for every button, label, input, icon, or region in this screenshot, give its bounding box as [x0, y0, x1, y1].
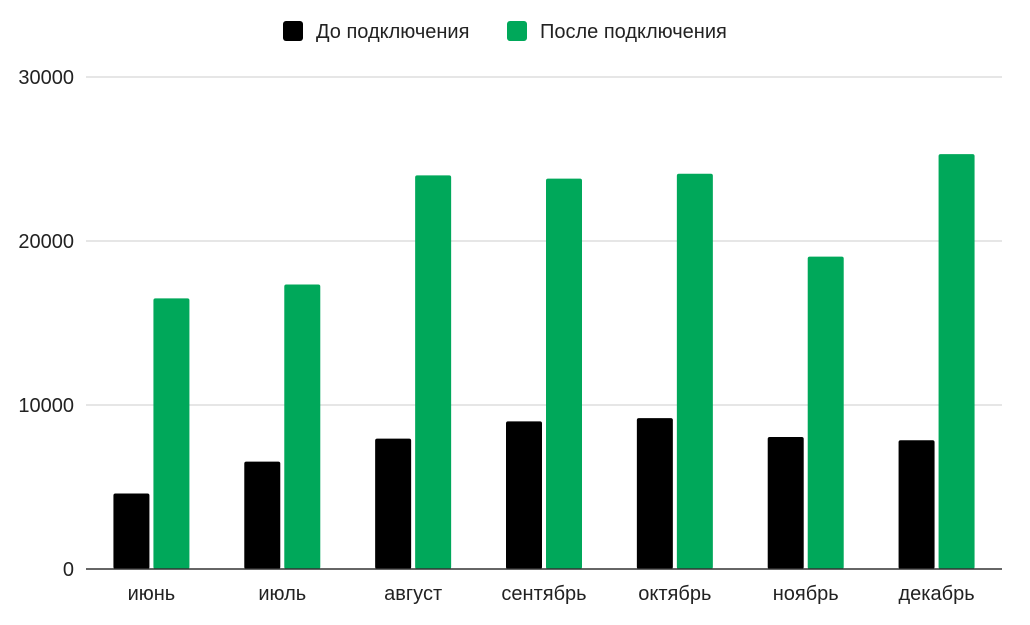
x-tick-label: июль [258, 583, 306, 605]
x-axis-ticks: июнь июль август сентябрь октябрь ноябрь декаб… [128, 583, 975, 605]
y-tick-label: 0 [63, 559, 74, 581]
bar-after [153, 298, 190, 569]
x-tick-label: август [384, 583, 442, 605]
gridlines [86, 76, 1002, 406]
bar-before [636, 418, 673, 569]
legend-swatch [507, 21, 527, 41]
x-tick-label: ноябрь [773, 583, 839, 605]
bar-after [938, 154, 975, 569]
bar-before [767, 436, 804, 569]
x-tick-label: декабрь [899, 583, 975, 605]
x-tick-label: июнь [128, 583, 176, 605]
bar-before [244, 461, 281, 569]
bar-after [284, 284, 321, 569]
x-tick-label: октябрь [638, 583, 711, 605]
bar-after [546, 178, 582, 569]
legend-label: До подключения [316, 21, 469, 43]
bar-before [898, 440, 935, 569]
bars [113, 154, 975, 569]
legend: До подключения После подключения [283, 21, 727, 43]
bar-after [676, 173, 713, 569]
legend-swatch [283, 21, 303, 41]
y-tick-label: 10000 [18, 395, 74, 417]
y-axis-ticks: 0 10000 20000 30000 [18, 67, 74, 581]
bar-before [506, 421, 542, 569]
y-tick-label: 30000 [18, 67, 74, 89]
legend-label: После подключения [540, 21, 727, 43]
bar-after [415, 175, 452, 569]
x-tick-label: сентябрь [501, 583, 586, 605]
bar-after [807, 256, 844, 569]
y-tick-label: 20000 [18, 231, 74, 253]
bar-before [375, 438, 412, 569]
bar-before [113, 493, 150, 569]
